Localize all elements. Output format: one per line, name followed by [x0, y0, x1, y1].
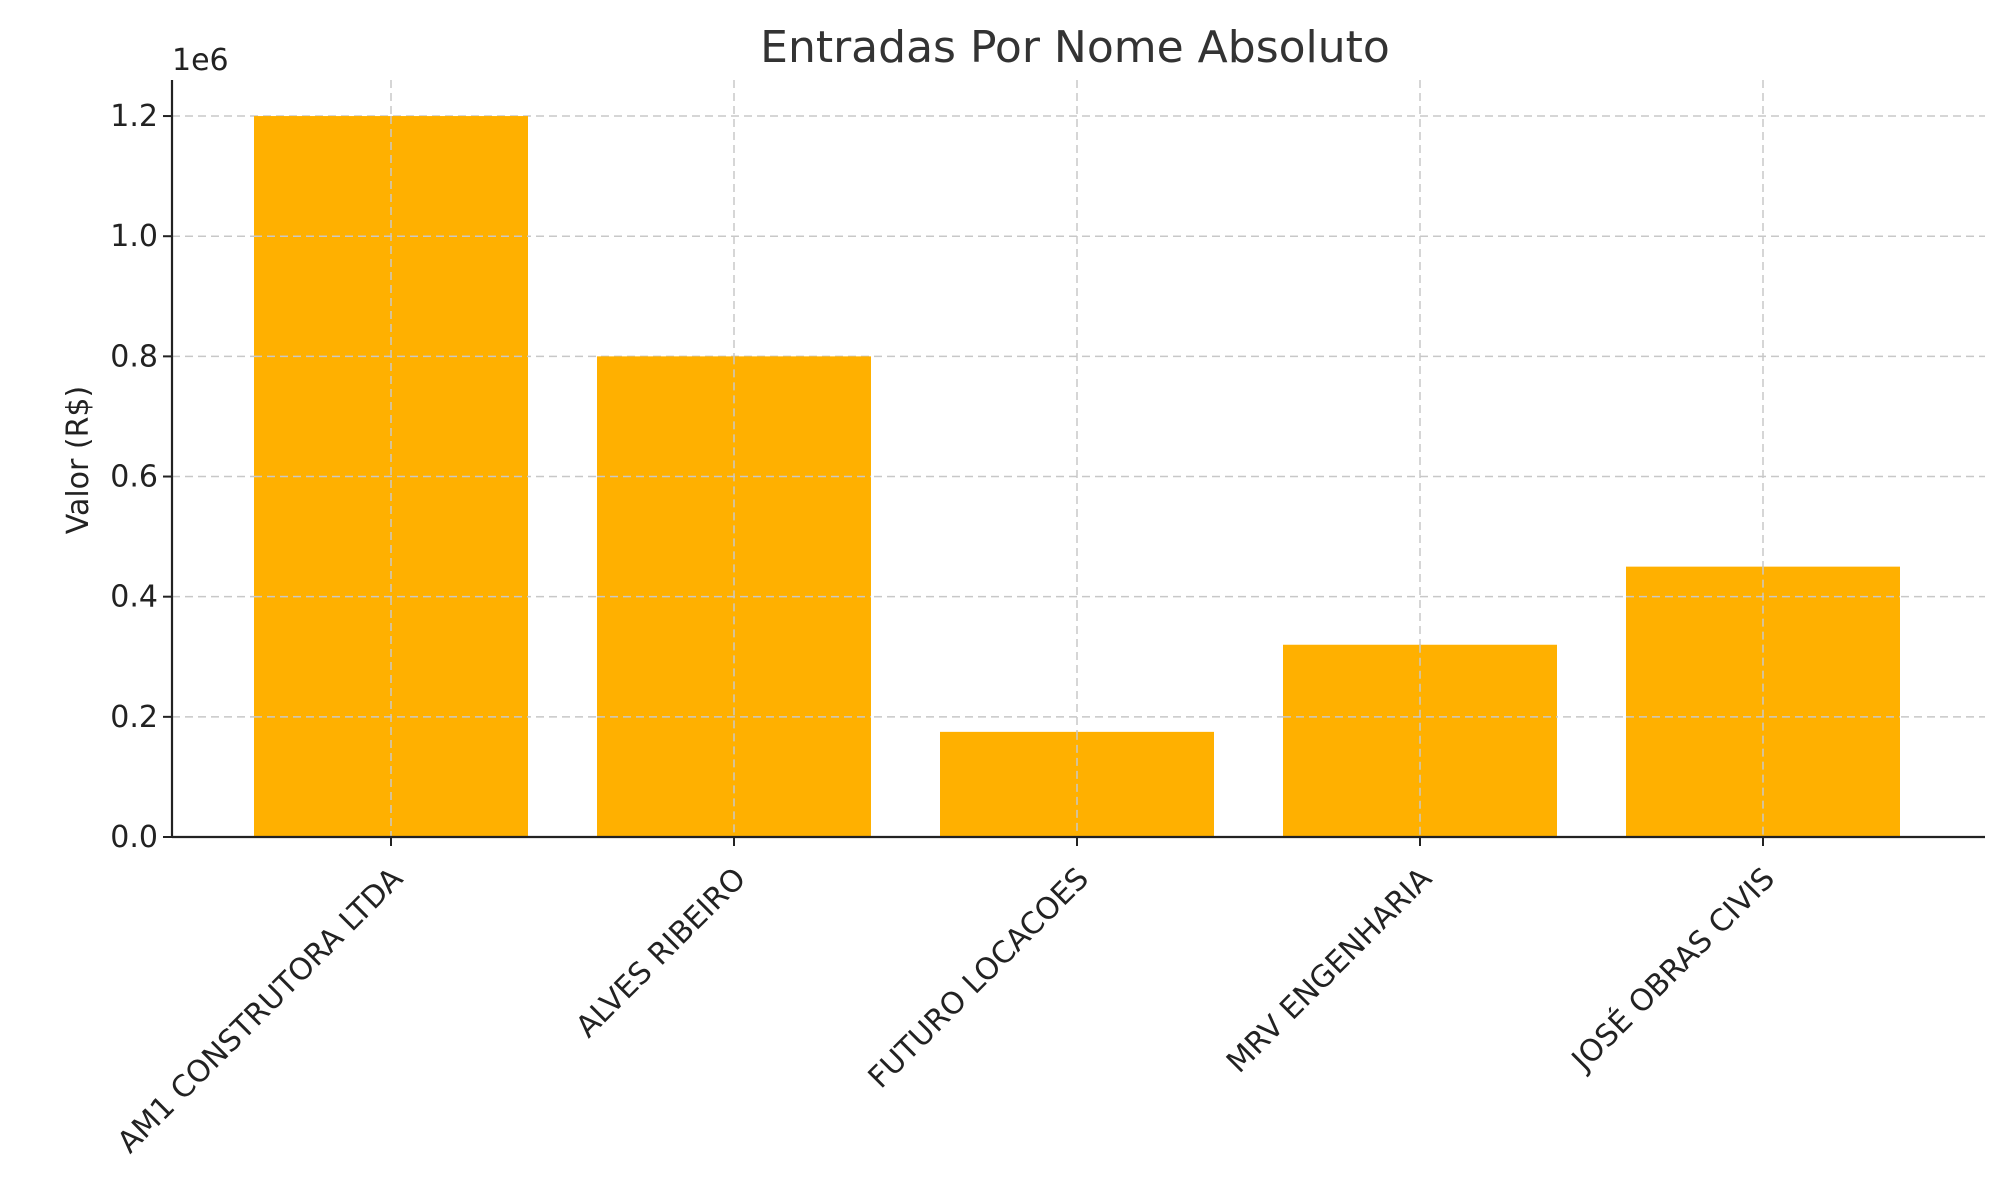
x-tick-label: AM1 CONSTRUTORA LTDA: [111, 861, 410, 1160]
x-tick-label: MRV ENGENHARIA: [1220, 861, 1439, 1080]
y-tick-label: 1.0: [110, 219, 158, 254]
y-tick-label: 1.2: [110, 99, 158, 134]
y-axis-scale-label: 1e6: [172, 43, 229, 78]
y-tick-label: 0.0: [110, 820, 158, 855]
y-axis-label: Valor (R$): [61, 386, 96, 534]
x-axis-ticks: AM1 CONSTRUTORA LTDA ALVES RIBEIRO FUTURO …: [111, 837, 1782, 1160]
y-tick-label: 0.4: [110, 580, 158, 615]
x-tick-label: FUTURO LOCACOES: [862, 861, 1096, 1095]
x-tick-label: ALVES RIBEIRO: [569, 861, 753, 1045]
y-axis-ticks: 0.0 0.2 0.4 0.6 0.8 1.0 1.2: [110, 99, 172, 855]
bars: [254, 116, 1900, 838]
axes: [170, 80, 1985, 839]
chart-title: Entradas Por Nome Absoluto: [760, 22, 1390, 73]
y-tick-label: 0.8: [110, 339, 158, 374]
y-tick-label: 0.2: [110, 700, 158, 735]
x-tick-label: JOSÉ OBRAS CIVIS: [1563, 860, 1782, 1079]
y-tick-label: 0.6: [110, 460, 158, 495]
